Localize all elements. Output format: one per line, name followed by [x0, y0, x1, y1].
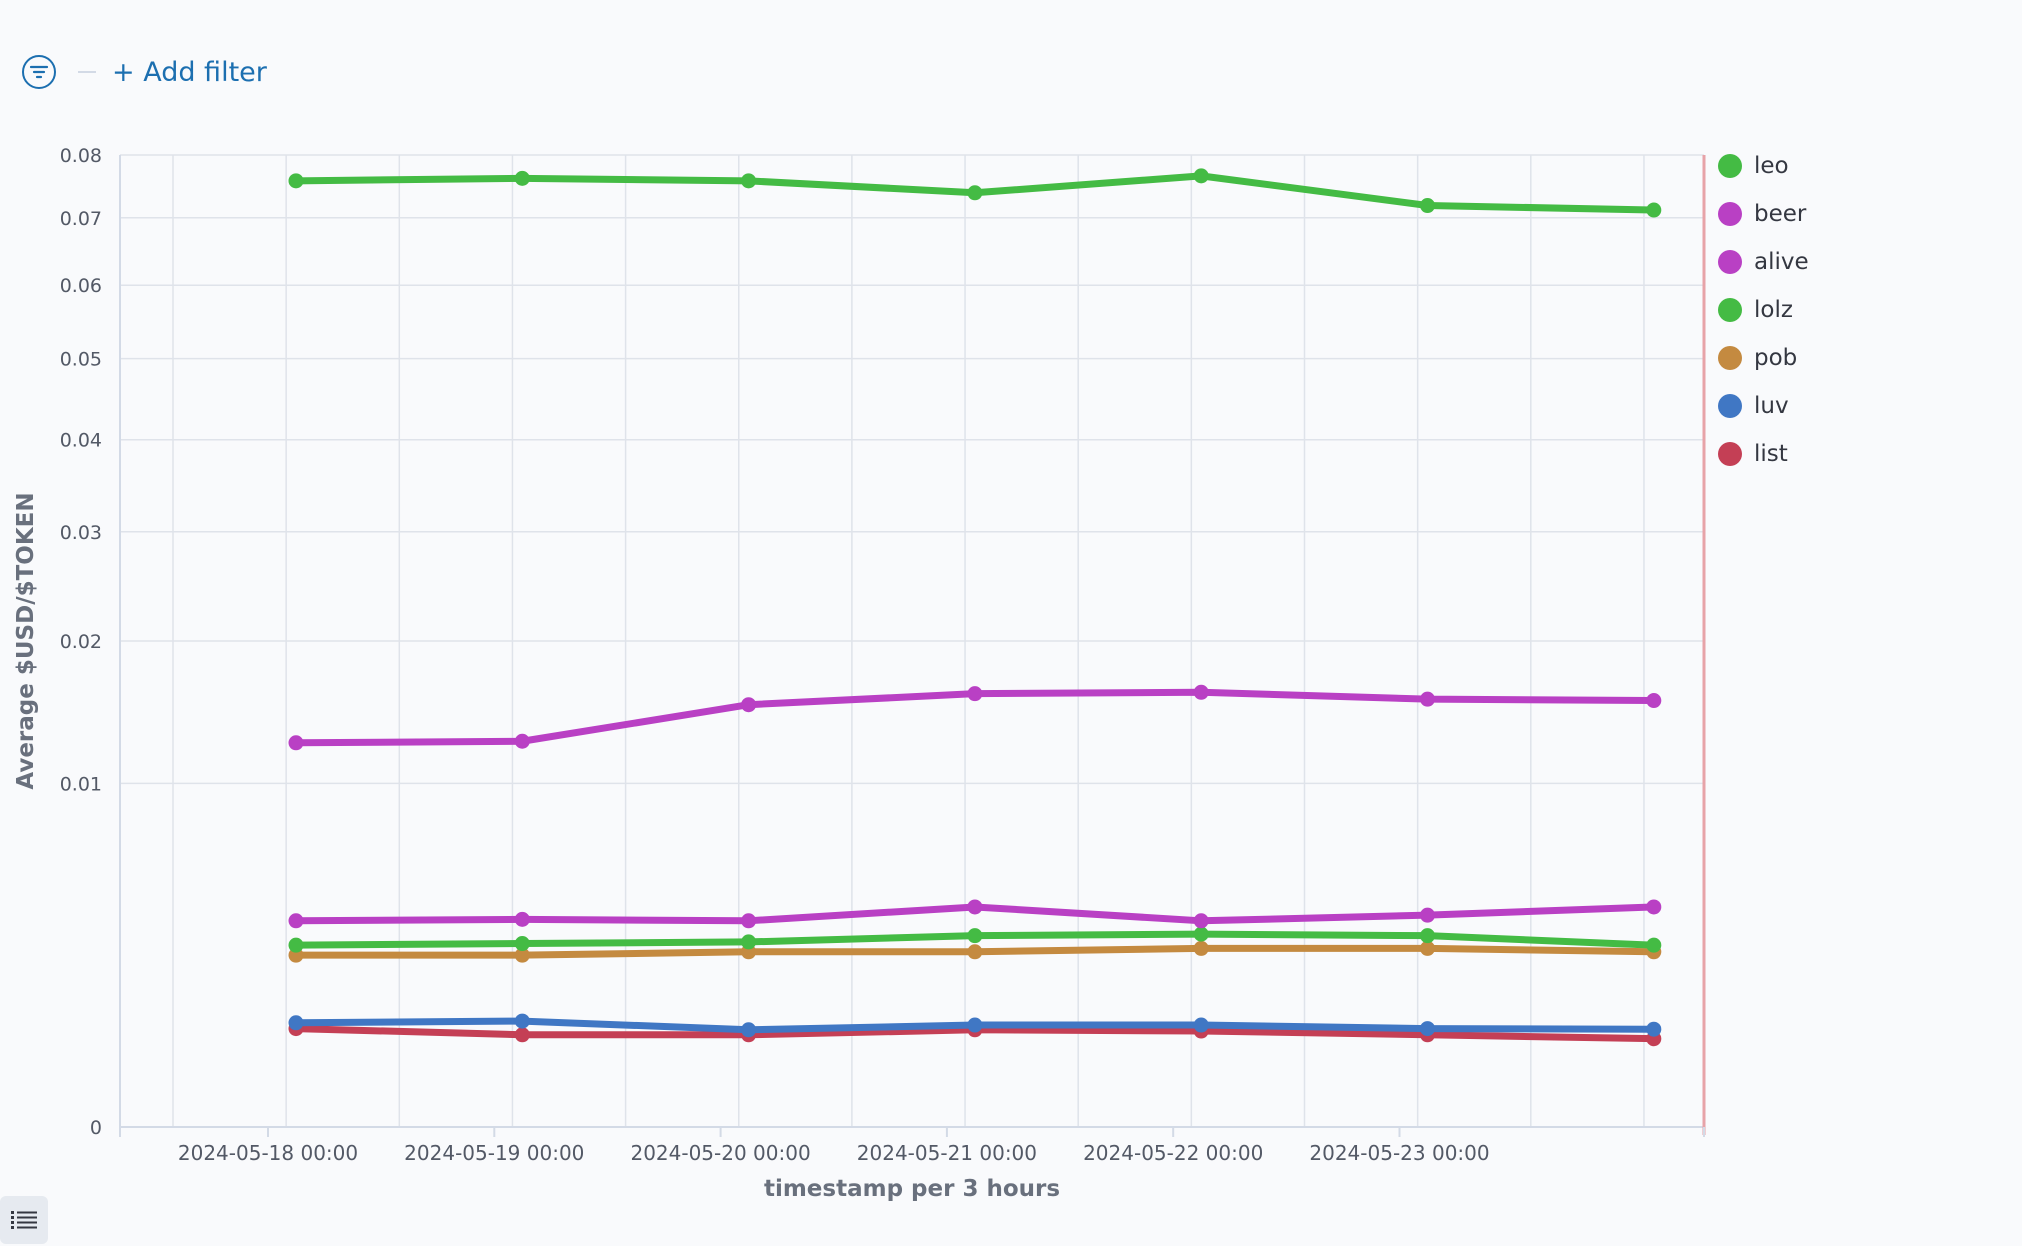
legend-item-lolz[interactable]: lolz — [1718, 286, 1809, 334]
x-axis-title: timestamp per 3 hours — [764, 1176, 1060, 1202]
data-point-lolz — [1420, 928, 1435, 944]
filter-icon[interactable] — [22, 55, 56, 89]
legend-dot-icon — [1718, 154, 1742, 178]
legend-label: lolz — [1754, 297, 1793, 323]
legend-item-beer[interactable]: beer — [1718, 190, 1809, 238]
y-tick-label: 0 — [90, 1117, 102, 1139]
legend-label: beer — [1754, 201, 1807, 227]
data-point-alive — [741, 913, 757, 929]
x-tick-label: 2024-05-21 00:00 — [857, 1141, 1037, 1165]
data-point-lolz — [1646, 937, 1662, 953]
data-point-leo — [1193, 168, 1209, 184]
data-point-lolz — [514, 936, 530, 952]
data-point-alive — [967, 899, 983, 915]
legend-label: leo — [1754, 153, 1789, 179]
add-filter-button[interactable]: + Add filter — [112, 56, 267, 88]
data-point-beer — [741, 697, 757, 713]
legend-dot-icon — [1718, 202, 1742, 226]
data-point-luv — [1193, 1017, 1209, 1033]
data-point-leo — [967, 185, 983, 201]
x-tick-label: 2024-05-22 00:00 — [1083, 1141, 1263, 1165]
y-tick-label: 0.05 — [60, 349, 102, 371]
y-tick-label: 0.08 — [60, 145, 102, 167]
data-point-alive — [1420, 907, 1435, 923]
data-point-lolz — [741, 934, 757, 950]
data-point-luv — [1420, 1021, 1435, 1037]
legend-dot-icon — [1718, 250, 1742, 274]
data-point-alive — [1646, 899, 1662, 915]
data-point-beer — [288, 735, 304, 751]
x-tick-label: 2024-05-20 00:00 — [630, 1141, 810, 1165]
legend-toggle-button[interactable] — [0, 1196, 48, 1244]
legend-dot-icon — [1718, 346, 1742, 370]
data-point-luv — [1646, 1021, 1662, 1037]
legend-item-alive[interactable]: alive — [1718, 238, 1809, 286]
data-point-beer — [1420, 691, 1435, 707]
y-axis-title: Average $USD/$TOKEN — [13, 492, 39, 789]
legend-item-list[interactable]: list — [1718, 430, 1809, 478]
legend-dot-icon — [1718, 298, 1742, 322]
series-pob — [288, 940, 1662, 963]
legend-item-leo[interactable]: leo — [1718, 142, 1809, 190]
x-tick-label: 2024-05-23 00:00 — [1309, 1141, 1489, 1165]
y-tick-label: 0.03 — [60, 522, 102, 544]
data-point-luv — [741, 1022, 757, 1038]
filter-bar: + Add filter — [22, 52, 267, 92]
series-lolz — [288, 926, 1662, 953]
data-point-lolz — [288, 937, 304, 953]
legend-item-luv[interactable]: luv — [1718, 382, 1809, 430]
series-luv — [288, 1013, 1662, 1038]
data-point-pob — [967, 944, 983, 960]
data-point-alive — [1193, 913, 1209, 929]
x-tick-label: 2024-05-19 00:00 — [404, 1141, 584, 1165]
data-point-beer — [1193, 684, 1209, 700]
data-point-alive — [514, 911, 530, 927]
legend-item-pob[interactable]: pob — [1718, 334, 1809, 382]
data-point-alive — [288, 913, 304, 929]
data-point-pob — [1420, 940, 1435, 956]
legend-label: pob — [1754, 345, 1798, 371]
filter-separator — [78, 71, 96, 73]
legend-dot-icon — [1718, 442, 1742, 466]
legend-label: list — [1754, 441, 1788, 467]
data-point-luv — [514, 1013, 530, 1029]
data-point-leo — [514, 170, 530, 186]
list-icon — [11, 1211, 37, 1229]
data-point-pob — [1193, 940, 1209, 956]
y-tick-label: 0.02 — [60, 631, 102, 653]
legend-label: alive — [1754, 249, 1809, 275]
data-point-leo — [288, 173, 304, 189]
data-point-beer — [514, 733, 530, 749]
y-tick-label: 0.04 — [60, 430, 102, 452]
legend-label: luv — [1754, 393, 1789, 419]
data-point-luv — [967, 1017, 983, 1033]
data-point-leo — [741, 173, 757, 189]
data-point-lolz — [1193, 926, 1209, 942]
data-point-list — [514, 1027, 530, 1043]
y-tick-label: 0.01 — [60, 773, 102, 795]
data-point-lolz — [967, 928, 983, 944]
data-point-leo — [1646, 202, 1662, 218]
data-point-leo — [1420, 198, 1435, 214]
x-tick-label: 2024-05-18 00:00 — [178, 1141, 358, 1165]
series-leo — [288, 168, 1662, 218]
y-tick-label: 0.06 — [60, 275, 102, 297]
data-point-beer — [1646, 693, 1662, 709]
legend-dot-icon — [1718, 394, 1742, 418]
series-beer — [288, 684, 1662, 751]
series-alive — [288, 899, 1662, 929]
data-point-luv — [288, 1015, 304, 1031]
data-point-beer — [967, 686, 983, 702]
chart-legend: leo beer alive lolz pob luv list — [1718, 142, 1809, 478]
y-tick-label: 0.07 — [60, 208, 102, 230]
data-point-pob — [514, 947, 530, 963]
